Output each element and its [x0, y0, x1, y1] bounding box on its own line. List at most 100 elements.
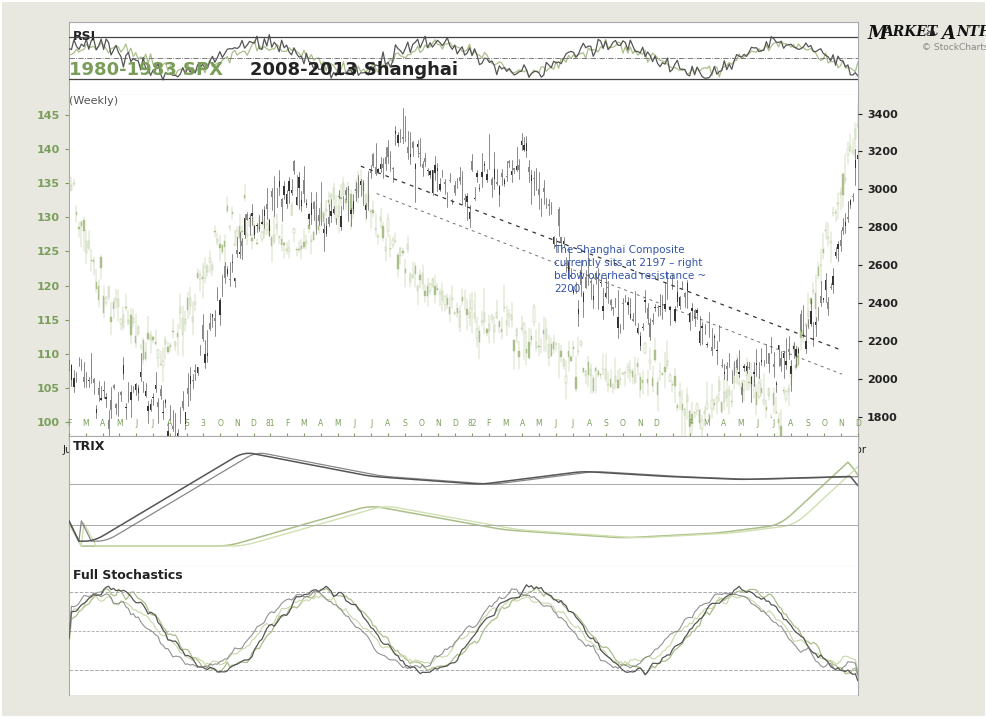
- Bar: [261, 232, 262, 239]
- Bar: [681, 283, 683, 287]
- Bar: [263, 230, 265, 234]
- Bar: [150, 404, 151, 409]
- Bar: [560, 237, 562, 243]
- Bar: [691, 308, 693, 311]
- Bar: [791, 369, 792, 377]
- Bar: [375, 227, 377, 229]
- Bar: [563, 240, 564, 244]
- Bar: [810, 298, 811, 304]
- Bar: [175, 342, 176, 346]
- Bar: [189, 376, 191, 384]
- Bar: [763, 399, 764, 404]
- Bar: [383, 163, 384, 168]
- Bar: [519, 351, 520, 357]
- Bar: [173, 331, 174, 332]
- Bar: [101, 399, 102, 400]
- Bar: [345, 190, 347, 196]
- Bar: [187, 298, 188, 310]
- Bar: [212, 315, 213, 317]
- Bar: [437, 288, 438, 290]
- Bar: [360, 181, 362, 184]
- Bar: [499, 186, 500, 195]
- Bar: [217, 239, 218, 242]
- Bar: [409, 275, 411, 282]
- Bar: [593, 378, 594, 391]
- Bar: [568, 262, 569, 277]
- Bar: [602, 306, 603, 311]
- Bar: [632, 319, 633, 320]
- Bar: [528, 341, 529, 358]
- Bar: [417, 144, 418, 147]
- Bar: [711, 400, 713, 409]
- Bar: [481, 321, 482, 322]
- Bar: [748, 382, 749, 383]
- Bar: [761, 389, 762, 392]
- Bar: [256, 243, 257, 244]
- Bar: [553, 342, 554, 349]
- Bar: [437, 168, 438, 171]
- Bar: [309, 225, 310, 229]
- Bar: [709, 326, 710, 331]
- Bar: [845, 178, 846, 181]
- Bar: [788, 348, 789, 351]
- Bar: [192, 318, 193, 322]
- Bar: [325, 209, 327, 211]
- Bar: [355, 189, 357, 193]
- Bar: [182, 401, 183, 408]
- Bar: [635, 307, 636, 316]
- Bar: [397, 135, 398, 143]
- Bar: [452, 298, 453, 300]
- Bar: [128, 394, 129, 401]
- Bar: [83, 219, 85, 231]
- Bar: [442, 291, 443, 300]
- Bar: [689, 411, 690, 427]
- Bar: [781, 358, 782, 366]
- Bar: [484, 163, 485, 166]
- Bar: [404, 269, 406, 273]
- Bar: [553, 237, 554, 244]
- Bar: [153, 397, 154, 398]
- Bar: [528, 167, 529, 172]
- Bar: [806, 341, 807, 348]
- Bar: [835, 252, 836, 257]
- Bar: [246, 234, 247, 236]
- Bar: [165, 340, 166, 344]
- Bar: [229, 279, 231, 280]
- Bar: [103, 389, 105, 391]
- Bar: [432, 171, 433, 193]
- Bar: [729, 359, 730, 365]
- Bar: [422, 273, 423, 284]
- Bar: [781, 426, 782, 435]
- Bar: [755, 392, 757, 405]
- Bar: [304, 180, 305, 194]
- Bar: [170, 410, 172, 412]
- Bar: [516, 166, 518, 171]
- Bar: [514, 340, 515, 351]
- Bar: [251, 213, 252, 216]
- Bar: [299, 177, 300, 189]
- Bar: [450, 307, 451, 313]
- Bar: [76, 212, 77, 215]
- Bar: [138, 388, 139, 393]
- Bar: [667, 285, 669, 293]
- Text: TRIX: TRIX: [73, 440, 106, 452]
- Bar: [665, 367, 666, 372]
- Bar: [112, 303, 114, 309]
- Bar: [578, 351, 579, 352]
- Bar: [840, 239, 841, 246]
- Bar: [511, 315, 513, 320]
- Bar: [793, 346, 794, 349]
- Bar: [726, 366, 728, 369]
- Bar: [657, 382, 659, 395]
- Bar: [414, 163, 416, 169]
- Bar: [521, 141, 523, 145]
- Bar: [786, 361, 787, 365]
- Bar: [204, 267, 206, 278]
- Bar: [830, 241, 831, 244]
- Bar: [817, 315, 819, 316]
- Bar: [750, 377, 752, 384]
- Bar: [328, 199, 329, 203]
- Bar: [543, 188, 544, 192]
- Bar: [258, 224, 260, 229]
- Bar: [545, 200, 547, 204]
